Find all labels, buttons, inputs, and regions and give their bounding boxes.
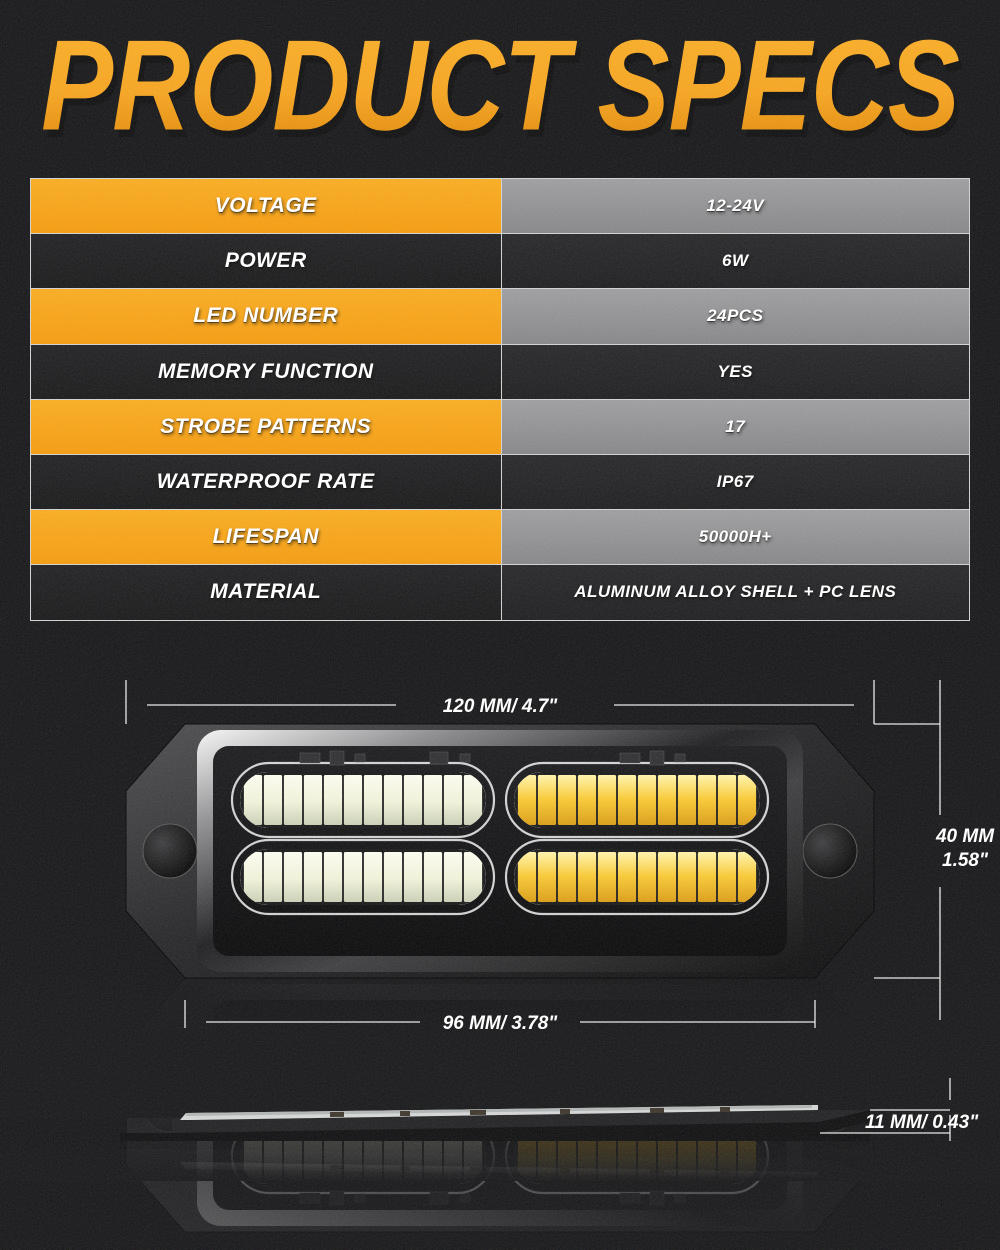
svg-text:40 MM: 40 MM xyxy=(935,826,995,847)
svg-text:120 MM/ 4.7": 120 MM/ 4.7" xyxy=(443,696,559,717)
svg-text:96 MM/ 3.78": 96 MM/ 3.78" xyxy=(443,1013,559,1034)
svg-text:11 MM/ 0.43": 11 MM/ 0.43" xyxy=(865,1112,979,1133)
svg-text:1.58": 1.58" xyxy=(942,850,989,871)
